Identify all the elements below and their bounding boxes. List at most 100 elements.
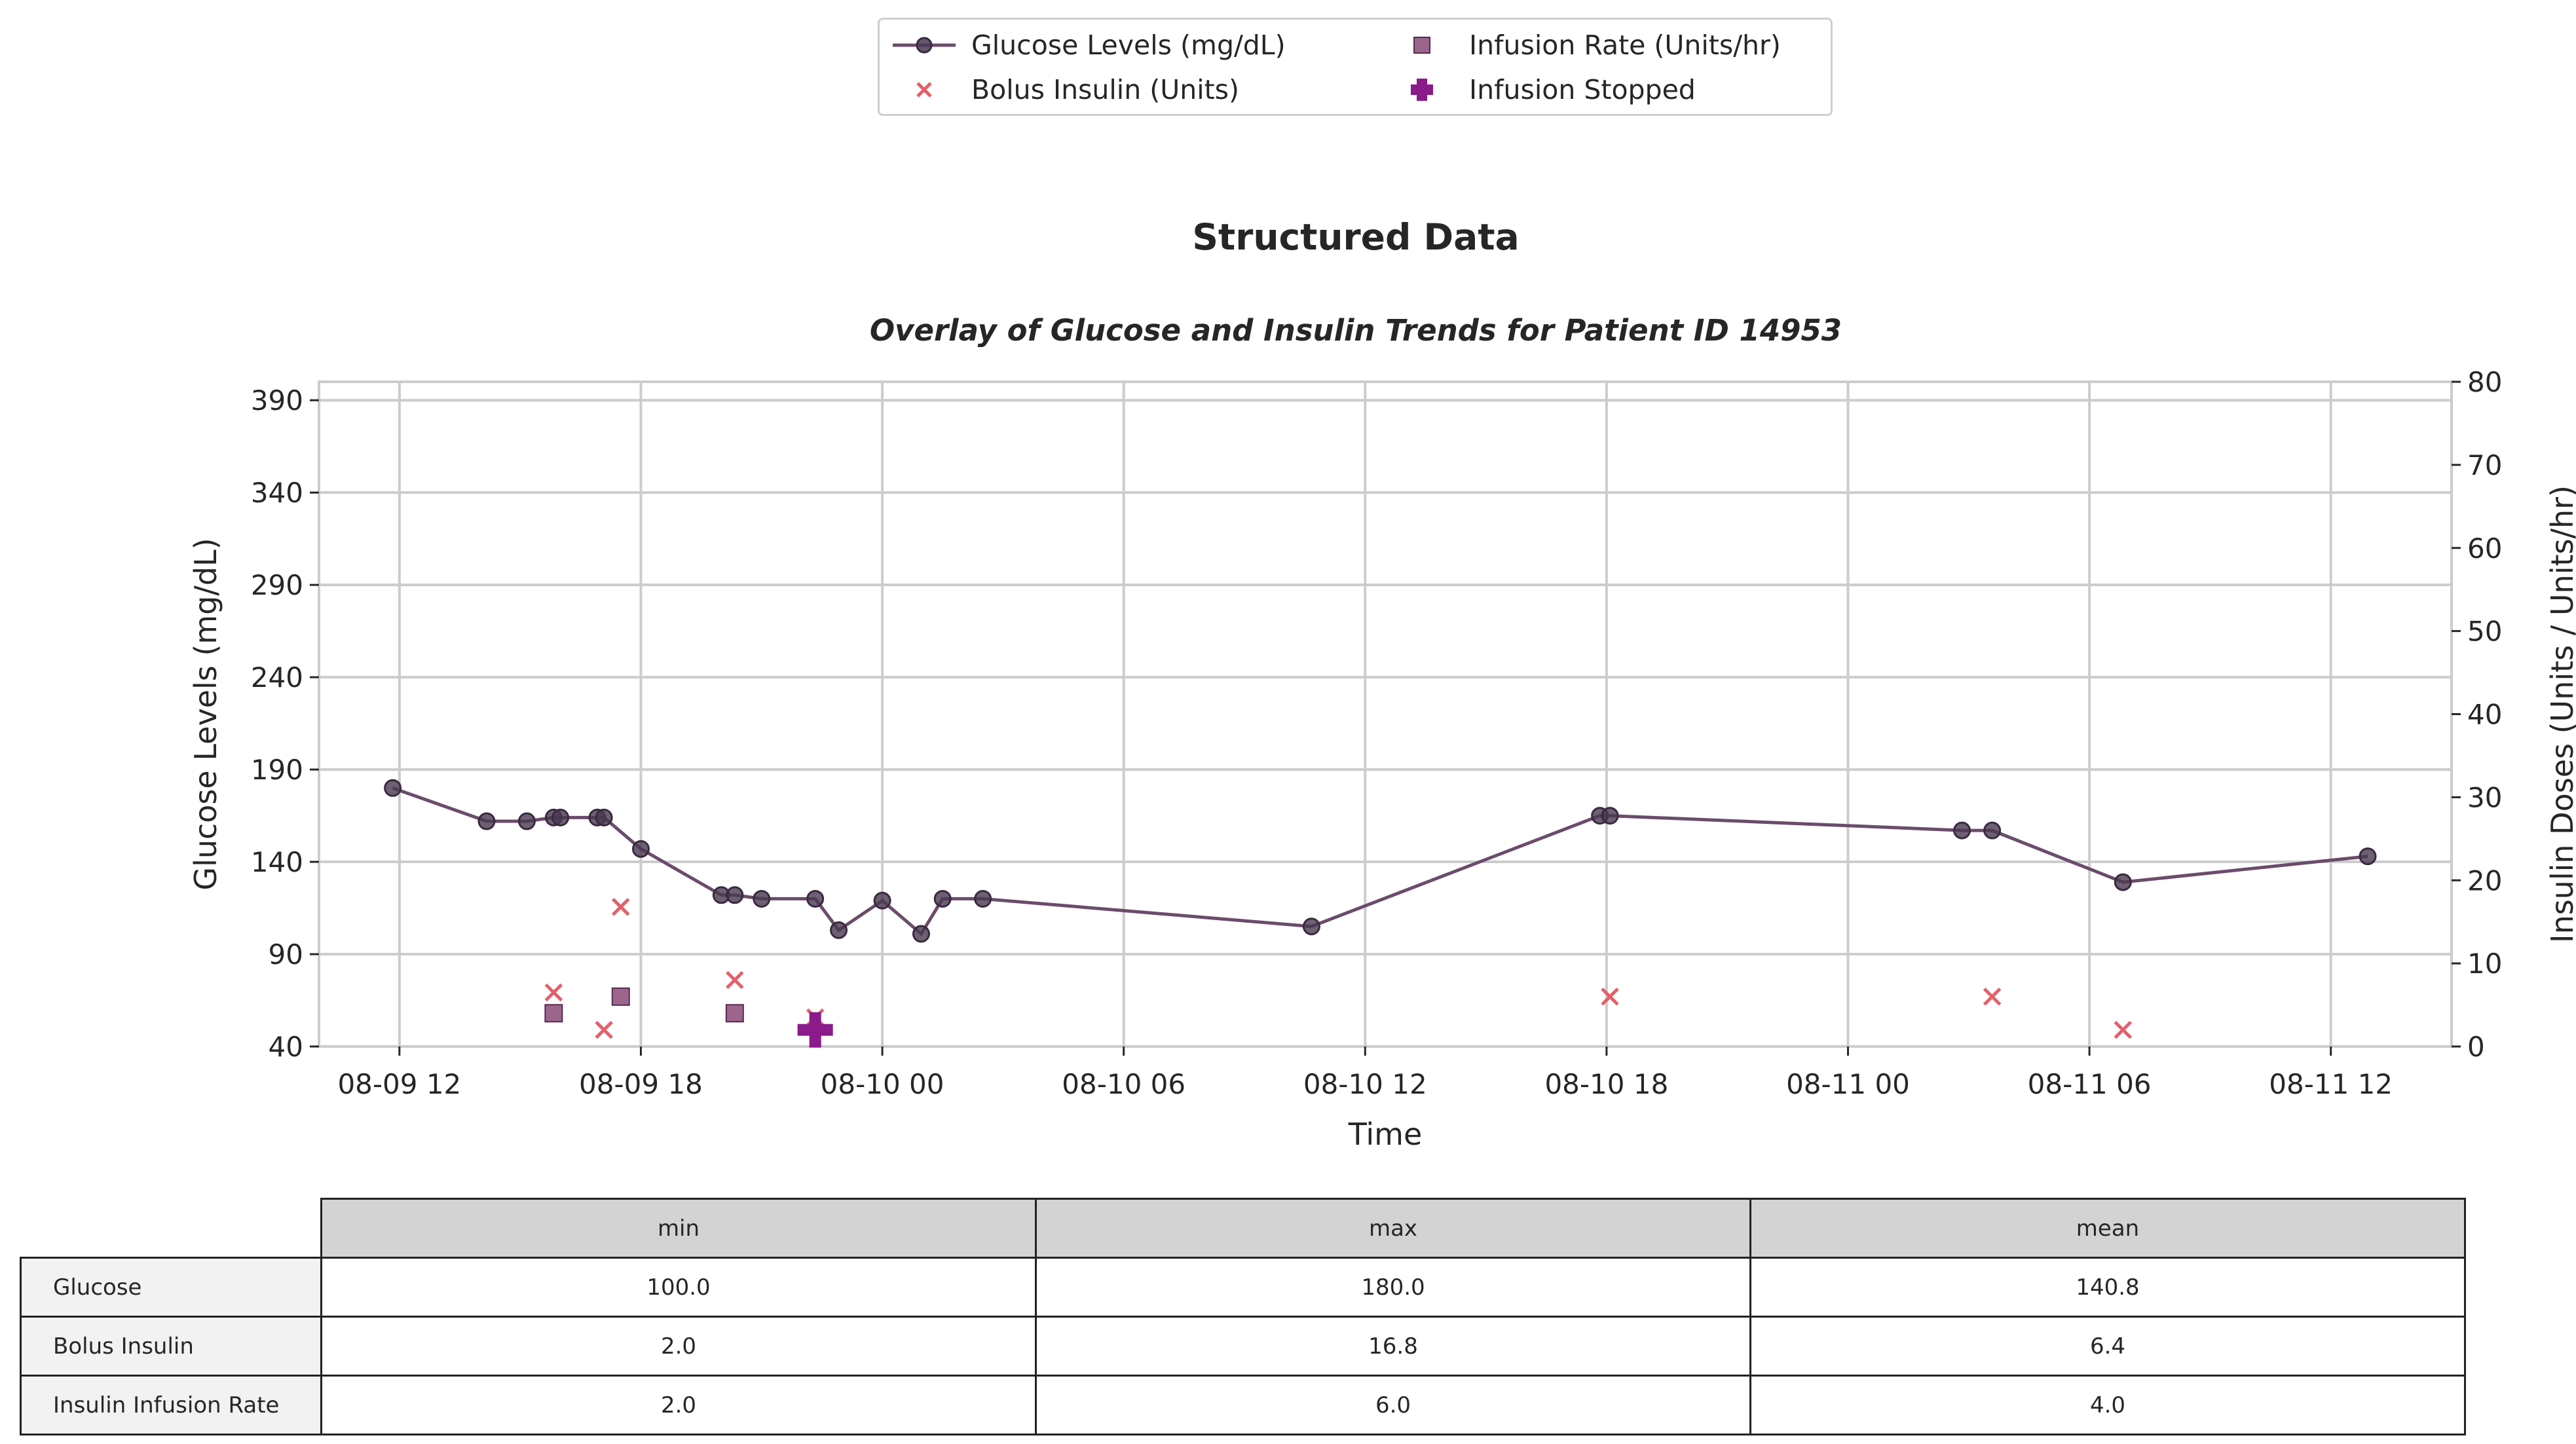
bolus-point [611,898,630,916]
glucose-point [974,889,992,908]
y2-tick-label: 10 [2467,948,2502,980]
table-row: Glucose 100.0 180.0 140.8 [20,1257,2466,1318]
glucose-point [517,812,536,830]
infusion-stopped-point [797,1012,833,1048]
table-row-label: Glucose [20,1257,322,1318]
glucose-point [384,779,402,797]
glucose-point [753,889,771,908]
bolus-x-stroke [2114,1020,2133,1039]
table-header-row: min max mean [21,1198,2466,1259]
glucose-point [726,886,744,904]
table-cell: 4.0 [1749,1375,2466,1435]
y-tick-label: 140 [251,846,303,878]
chart-subtitle: Overlay of Glucose and Insulin Trends fo… [869,313,1842,348]
legend-label-bolus: Bolus Insulin (Units) [971,74,1240,105]
x-tick-label: 08-10 12 [1303,1068,1427,1100]
table-header-min: min [320,1198,1037,1259]
glucose-point [1601,807,1619,825]
chart-legend: Glucose Levels (mg/dL) Bolus Insulin (Un… [878,18,1833,116]
y-tick-label: 290 [251,569,303,601]
table-cell: 140.8 [1749,1257,2466,1318]
y-tick-label: 340 [251,477,303,509]
glucose-point [830,921,848,939]
legend-label-infusion: Infusion Rate (Units/hr) [1469,29,1781,61]
y-tick-label: 40 [269,1031,303,1063]
glucose-point [477,812,496,830]
infusion-point [725,1004,744,1023]
bolus-point [726,971,744,990]
glucose-point [806,889,825,908]
y-axis-label-left: Glucose Levels (mg/dL) [188,538,223,890]
y2-tick-label: 20 [2467,864,2502,897]
table-cell: 6.4 [1749,1316,2466,1377]
glucose-point [2114,873,2132,891]
bolus-point [544,983,563,1002]
table-row: Insulin Infusion Rate 2.0 6.0 4.0 [20,1375,2466,1435]
legend-plus-marker-icon [1411,79,1433,101]
infusion-point [544,1004,563,1023]
legend-label-stopped: Infusion Stopped [1469,74,1696,105]
chart-title: Structured Data [1192,216,1520,258]
x-tick-label: 08-09 12 [337,1068,461,1100]
bolus-x-stroke [544,983,563,1002]
glucose-point [551,808,570,826]
y-axis-label-right: Insulin Doses (Units / Units/hr) [2545,485,2576,943]
legend-item-glucose: Glucose Levels (mg/dL) [891,29,1286,62]
legend-x-marker-icon [916,82,932,98]
table-header-mean: mean [1749,1198,2466,1259]
glucose-point [595,808,613,826]
table-corner [21,1199,322,1258]
y-tick-label: 90 [269,938,303,971]
table-cell: 6.0 [1035,1375,1751,1435]
legend-label-glucose: Glucose Levels (mg/dL) [971,29,1286,61]
legend-square-marker-icon [1413,37,1430,54]
glucose-point [631,840,650,858]
stats-table: min max mean Glucose 100.0 180.0 140.8 B… [20,1198,2466,1435]
bolus-x-stroke [726,971,744,990]
x-axis-label: Time [1348,1117,1423,1152]
x-tick-label: 08-10 00 [821,1068,944,1100]
plot-frame [318,380,2453,1048]
bolus-point [1983,988,2002,1006]
legend-item-infusion: Infusion Rate (Units/hr) [1389,29,1781,62]
legend-item-stopped: Infusion Stopped [1389,73,1696,106]
y-tick-label: 240 [251,661,303,694]
bolus-x-stroke [595,1020,613,1039]
bolus-point [2114,1020,2133,1039]
y2-tick-label: 30 [2467,781,2502,813]
y2-tick-label: 0 [2467,1031,2485,1063]
y-tick-label: 390 [251,384,303,417]
infusion-point [611,987,630,1006]
table-row: Bolus Insulin 2.0 16.8 6.4 [20,1316,2466,1377]
bolus-point [1601,988,1619,1006]
table-header-max: max [1035,1198,1751,1259]
glucose-point [1983,821,2002,840]
glucose-point [912,925,930,943]
glucose-point [933,889,952,908]
glucose-point [873,891,891,910]
bolus-x-stroke [1983,988,2002,1006]
x-tick-label: 08-11 12 [2269,1068,2393,1100]
table-row-label: Insulin Infusion Rate [20,1375,322,1435]
table-row-label: Bolus Insulin [20,1316,322,1377]
x-tick-label: 08-11 06 [2028,1068,2152,1100]
legend-line-circle-icon [893,37,956,54]
x-tick-label: 08-09 18 [579,1068,703,1100]
glucose-point [1953,821,1971,840]
table-cell: 2.0 [320,1375,1037,1435]
glucose-point [1302,917,1320,936]
y2-tick-label: 70 [2467,449,2502,481]
y2-tick-label: 40 [2467,699,2502,731]
x-tick-label: 08-10 18 [1544,1068,1668,1100]
bolus-point [595,1020,613,1039]
bolus-x-stroke [1601,988,1619,1006]
chart-plot: 08-09 12 08-09 18 08-10 00 08-10 06 08-10 12… [188,366,2576,1152]
legend-item-bolus: Bolus Insulin (Units) [891,73,1239,106]
y2-tick-label: 60 [2467,532,2502,565]
table-cell: 180.0 [1035,1257,1751,1318]
table-cell: 2.0 [320,1316,1037,1377]
y2-tick-label: 50 [2467,616,2502,648]
x-tick-label: 08-10 06 [1062,1068,1185,1100]
table-cell: 16.8 [1035,1316,1751,1377]
table-cell: 100.0 [320,1257,1037,1318]
